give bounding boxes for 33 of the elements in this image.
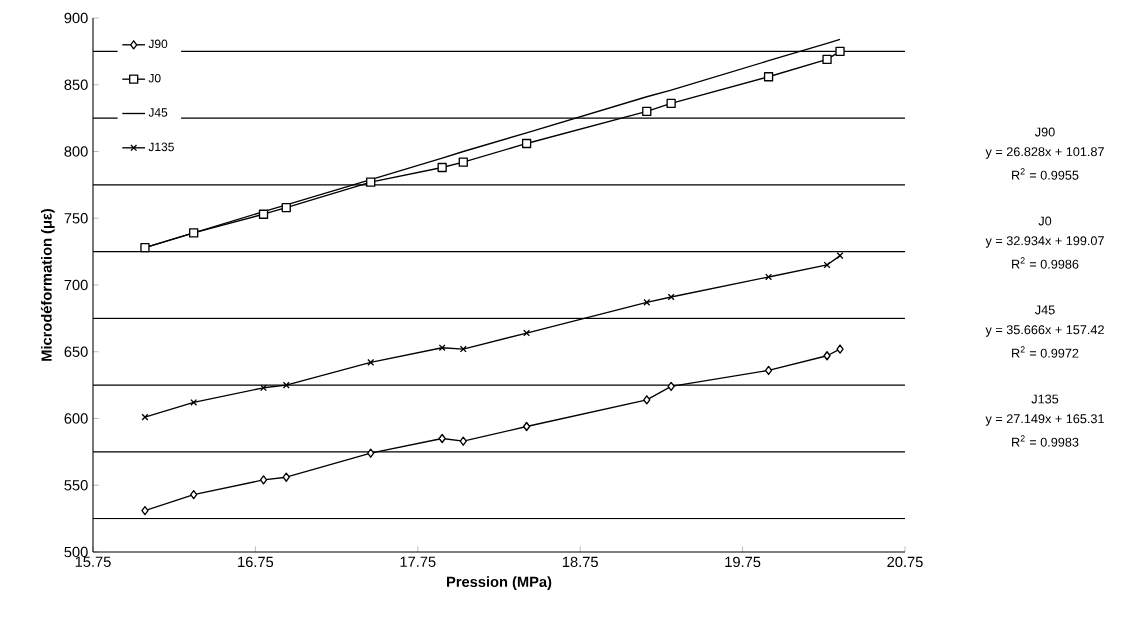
text: R$^{2}$ = 0.9983	[1012, 435, 1079, 447]
y-tick-label: 550	[64, 480, 88, 491]
text: J0	[1038, 216, 1052, 226]
text: R$^{2}$ = 0.9955	[1012, 168, 1079, 180]
x-tick-label: 20.75	[887, 556, 923, 568]
text: R$^{2}$ = 0.9972	[1012, 346, 1079, 358]
y-tick-label: 600	[64, 413, 88, 424]
x-axis-title: Pression (MPa)	[447, 576, 552, 590]
text: R$^{2}$ = 0.9986	[1012, 257, 1079, 269]
y-tick-label: 650	[64, 346, 88, 357]
y-tick-label: 500	[64, 546, 88, 558]
x-tick-label: 19.75	[725, 556, 761, 568]
legend-label: J90	[148, 39, 168, 49]
text: y = 26.828x + 101.87	[985, 147, 1104, 159]
text: y = 27.149x + 165.31	[985, 414, 1104, 426]
y-tick-label: 800	[64, 146, 88, 157]
legend-label: J0	[148, 73, 161, 83]
y-tick-label: 700	[64, 279, 88, 291]
legend-label: J45	[148, 108, 168, 117]
text: J135	[1031, 394, 1059, 404]
text: J45	[1034, 305, 1055, 315]
x-tick-label: 18.75	[562, 556, 598, 568]
legend-label: J135	[148, 142, 174, 152]
x-tick-label: 17.75	[400, 556, 436, 567]
text: y = 35.666x + 157.42	[985, 325, 1104, 337]
text: J90	[1034, 127, 1055, 137]
y-tick-label: 850	[64, 79, 88, 90]
y-tick-label: 900	[64, 12, 88, 24]
y-tick-label: 750	[64, 213, 88, 224]
text: y = 32.934x + 199.07	[985, 236, 1104, 248]
x-tick-label: 15.75	[75, 556, 111, 567]
y-axis-title: Microdéformation (με)	[40, 208, 55, 361]
x-tick-label: 16.75	[238, 556, 274, 568]
